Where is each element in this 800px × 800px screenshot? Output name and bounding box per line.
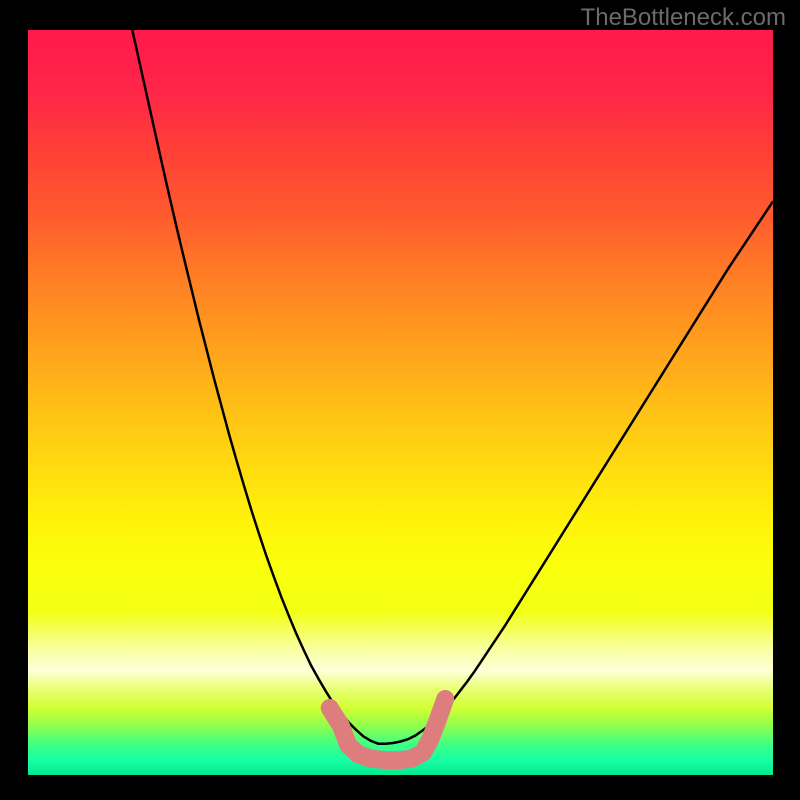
bottleneck-curve [132,30,773,744]
chart-root: TheBottleneck.com [0,0,800,800]
marker-path [330,699,445,760]
watermark-text: TheBottleneck.com [581,4,786,32]
curve-layer [28,30,773,775]
plot-area [28,30,773,775]
